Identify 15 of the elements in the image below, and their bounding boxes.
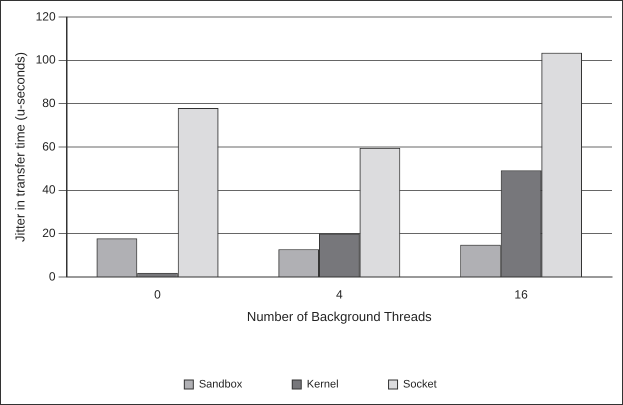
x-tick-label: 16: [514, 288, 528, 302]
y-axis-title: Jitter in transfer time (u-seconds): [12, 52, 28, 242]
legend-label: Socket: [403, 378, 437, 391]
y-tick-label: 20: [42, 226, 56, 240]
y-tick-label: 100: [36, 52, 56, 67]
y-tick-label: 60: [42, 139, 56, 154]
legend-label: Kernel: [306, 378, 339, 391]
legend-label: Sandbox: [198, 378, 243, 391]
y-tick-label: 0: [48, 269, 56, 284]
y-tick-label: 80: [42, 96, 56, 110]
x-axis-title: Number of Background Threads: [246, 308, 432, 324]
y-tick-label: 40: [42, 182, 56, 197]
x-tick-label: 4: [336, 288, 343, 302]
x-tick-label: 0: [154, 288, 162, 302]
y-tick-label: 120: [36, 9, 56, 24]
